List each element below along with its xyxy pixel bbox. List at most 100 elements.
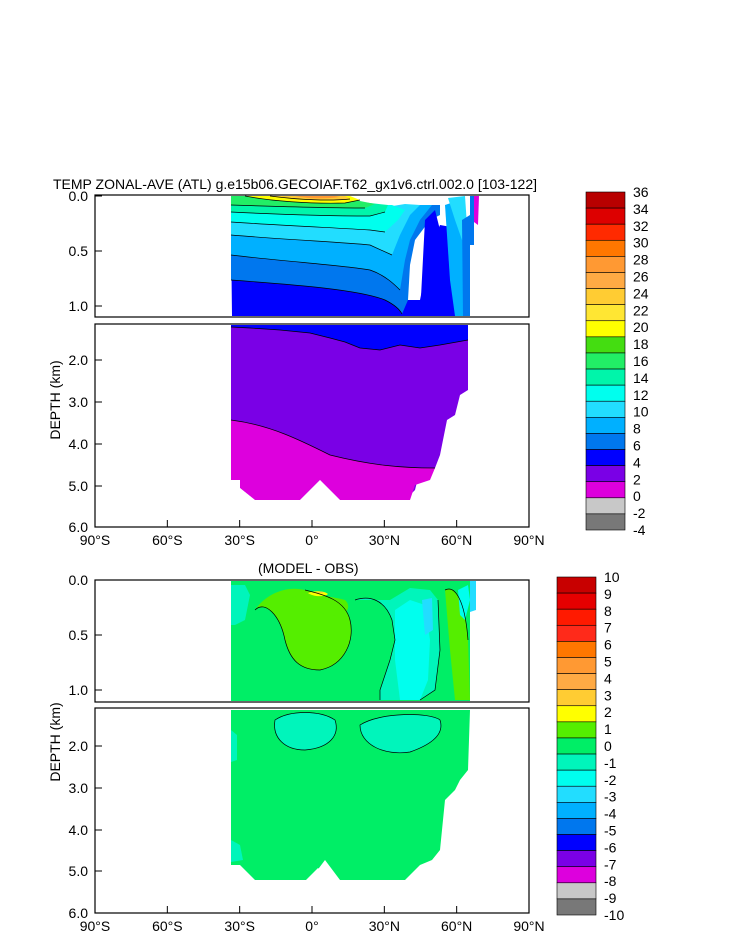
- colorbar-swatch: [585, 272, 626, 289]
- colorbar-label: 36: [633, 184, 649, 200]
- colorbar-swatch: [556, 866, 597, 884]
- ytick-label: 3.0: [69, 780, 89, 796]
- ytick-label: 0.0: [69, 188, 89, 204]
- colorbar-label: -1: [604, 755, 617, 771]
- ytick-label: 0.0: [69, 572, 89, 588]
- colorbar-swatch: [556, 608, 597, 626]
- colorbar-swatch: [585, 400, 626, 418]
- colorbar-swatch: [585, 417, 626, 434]
- xtick-label: 30°N: [369, 532, 400, 548]
- panel-model-minus-obs: (MODEL - OBS): [47, 560, 624, 934]
- xtick-label: 60°S: [152, 532, 183, 548]
- colorbar-swatch: [556, 657, 597, 674]
- colorbar-label: -3: [604, 789, 617, 805]
- colorbar-label: 5: [604, 654, 612, 670]
- colorbar-swatch: [585, 465, 626, 483]
- colorbar-swatch: [585, 207, 626, 225]
- colorbar-swatch: [556, 834, 597, 851]
- panel1-masks: [96, 196, 528, 527]
- colorbar-label: -5: [604, 823, 617, 839]
- colorbar-label: -9: [604, 890, 617, 906]
- colorbar-swatch: [556, 818, 597, 835]
- ytick-label: 0.5: [69, 243, 89, 259]
- colorbar-label: 12: [633, 387, 649, 403]
- panel1-yticks: 0.0 0.5 1.0 2.0 3.0 4.0 5.0 6.0: [69, 188, 102, 535]
- ytick-label: 4.0: [69, 436, 89, 452]
- xtick-label: 90°S: [80, 532, 111, 548]
- colorbar-swatch: [556, 737, 597, 755]
- xtick-label: 60°N: [441, 918, 472, 934]
- colorbar-label: 26: [633, 269, 649, 285]
- colorbar-swatch: [556, 769, 597, 787]
- colorbar-label: 7: [604, 620, 612, 636]
- colorbar-swatch: [585, 513, 626, 531]
- colorbar-swatch: [556, 802, 597, 819]
- colorbar-label: 4: [604, 670, 612, 686]
- colorbar-swatch: [585, 223, 626, 241]
- xtick-label: 60°S: [152, 918, 183, 934]
- colorbar-swatch: [585, 256, 626, 273]
- ytick-label: 2.0: [69, 738, 89, 754]
- colorbar-label: 34: [633, 201, 649, 217]
- colorbar-swatch: [585, 368, 626, 386]
- colorbar-swatch: [585, 449, 626, 466]
- colorbar-swatch: [585, 304, 626, 322]
- ytick-label: 5.0: [69, 478, 89, 494]
- colorbar-label: -6: [604, 839, 617, 855]
- colorbar-swatch: [556, 882, 597, 900]
- colorbar-swatch: [585, 288, 626, 305]
- colorbar-swatch: [585, 239, 626, 257]
- colorbar-swatch: [556, 850, 597, 868]
- colorbar-label: 18: [633, 336, 649, 352]
- panel-temperature: TEMP ZONAL-AVE (ATL) g.e15b06.GECOIAF.T6…: [47, 176, 649, 548]
- panel2-upper-contours: [254, 588, 469, 701]
- xtick-label: 90°N: [513, 532, 544, 548]
- xtick-label: 90°S: [80, 918, 111, 934]
- colorbar-label: 6: [633, 438, 641, 454]
- colorbar-label: 6: [604, 637, 612, 653]
- colorbar-swatch: [556, 721, 597, 739]
- colorbar-label: -7: [604, 856, 617, 872]
- colorbar-label: -4: [633, 522, 646, 538]
- panel1-upper-contours: [230, 195, 403, 315]
- colorbar-swatch: [585, 497, 626, 515]
- colorbar-label: -2: [633, 505, 646, 521]
- colorbar-label: 16: [633, 353, 649, 369]
- colorbar-label: 9: [604, 586, 612, 602]
- panel1-lower-contours: [230, 326, 469, 469]
- ytick-label: 2.0: [69, 352, 89, 368]
- colorbar-swatch: [585, 320, 626, 338]
- colorbar-label: 8: [633, 421, 641, 437]
- colorbar-label: -8: [604, 873, 617, 889]
- colorbar-label: 4: [633, 454, 641, 470]
- panel1-upper-field: [231, 196, 479, 316]
- ytick-label: 0.5: [69, 627, 89, 643]
- xtick-label: 30°S: [224, 532, 255, 548]
- colorbar-swatch: [556, 785, 597, 803]
- colorbar-swatch: [556, 705, 597, 723]
- panel1-xticks: 90°S 60°S 30°S 0° 30°N 60°N 90°N: [80, 520, 545, 548]
- colorbar-swatch: [556, 624, 597, 642]
- ytick-label: 6.0: [69, 519, 89, 535]
- panel1-title: TEMP ZONAL-AVE (ATL) g.e15b06.GECOIAF.T6…: [53, 176, 537, 192]
- colorbar-label: 2: [633, 471, 641, 487]
- panel2-ylabel: DEPTH (km): [47, 702, 63, 781]
- colorbar-label: 22: [633, 302, 649, 318]
- xtick-label: 0°: [305, 532, 318, 548]
- panel1-lower-field: [231, 325, 468, 500]
- colorbar-label: 2: [604, 704, 612, 720]
- xtick-label: 60°N: [441, 532, 472, 548]
- colorbar-label: 10: [633, 404, 649, 420]
- colorbar-label: 0: [633, 488, 641, 504]
- panel1-ylabel: DEPTH (km): [47, 360, 63, 439]
- colorbar-label: -10: [604, 907, 624, 923]
- colorbar-swatch: [556, 689, 597, 707]
- colorbar-label: -2: [604, 772, 617, 788]
- colorbar-swatch: [556, 753, 597, 771]
- colorbar-label: 28: [633, 252, 649, 268]
- ytick-label: 4.0: [69, 822, 89, 838]
- colorbar-swatch: [556, 673, 597, 690]
